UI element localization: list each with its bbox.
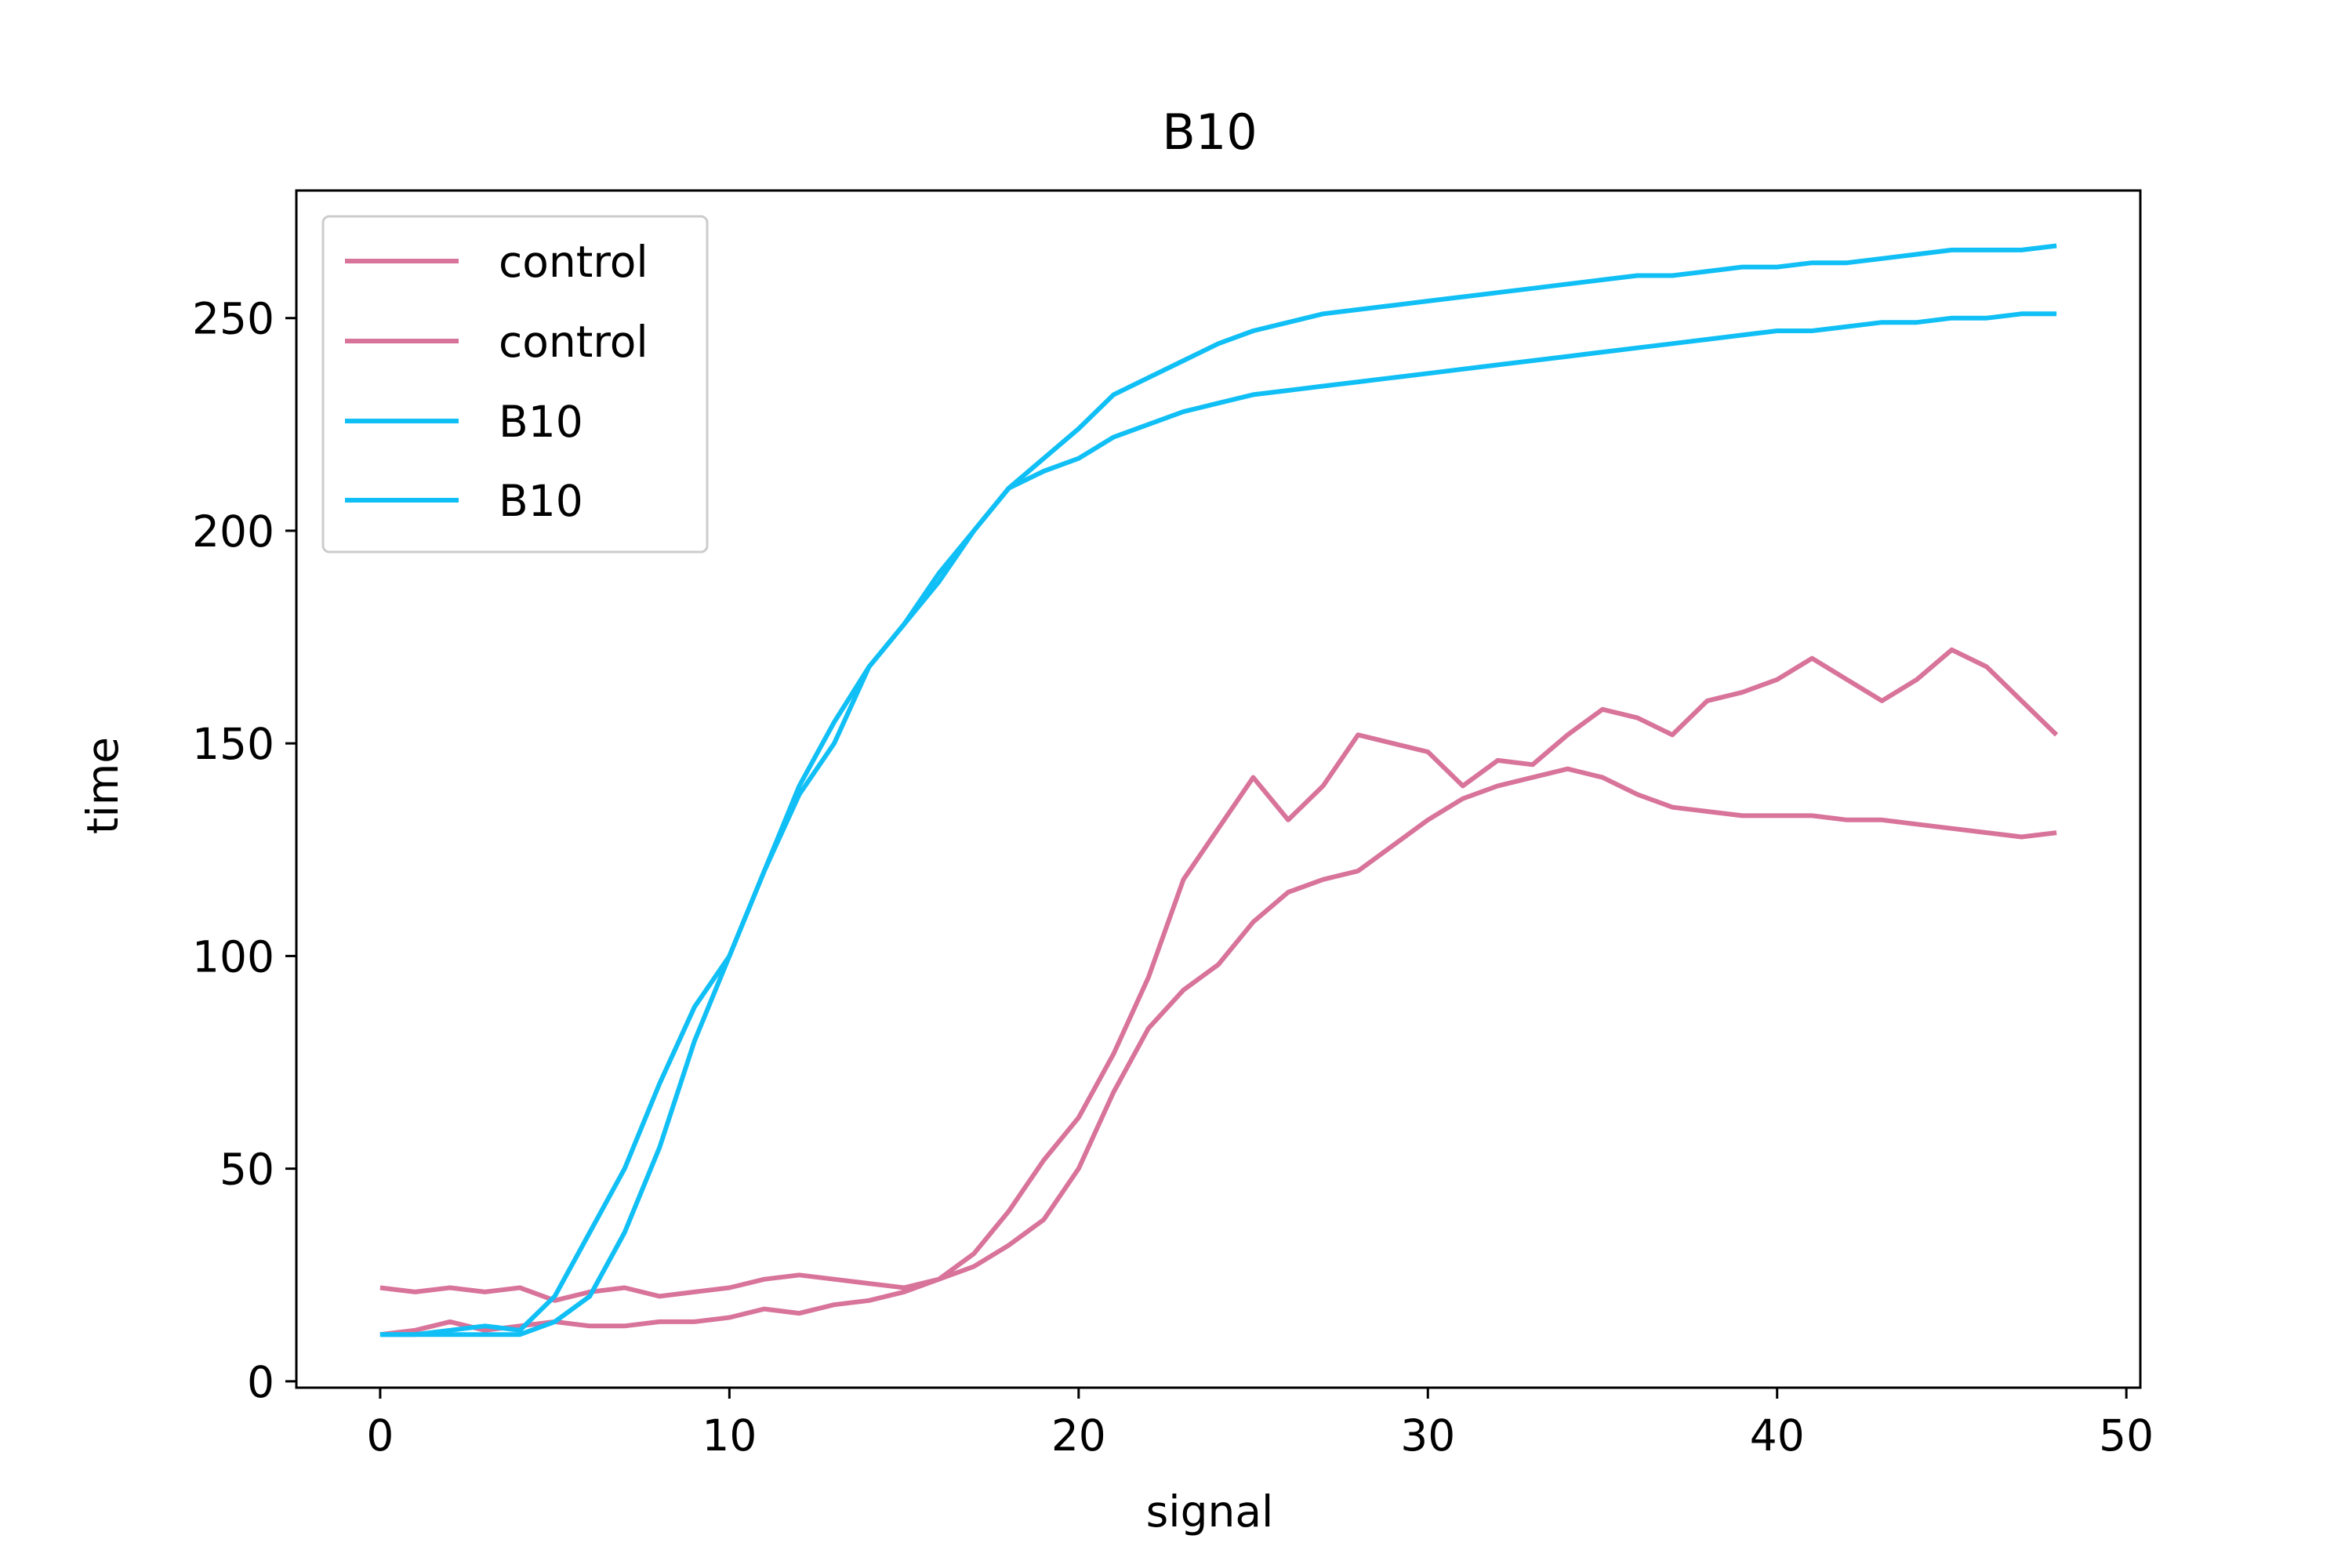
x-tick-label: 20 [1051,1410,1106,1461]
series-line-1-control [379,647,2059,1303]
series-layer [379,243,2059,1338]
y-tick-label: 200 [192,506,274,557]
x-axis-label: signal [1146,1486,1274,1537]
ticks-layer: 0 10 20 30 40 50 0 50 100 150 200 250 [192,294,2154,1461]
legend-label-b10-2: B10 [499,476,583,526]
y-tick-label: 0 [247,1357,274,1407]
legend-label-b10-1: B10 [499,397,583,447]
legend-label-control-1: control [499,237,648,287]
x-tick-label: 0 [366,1410,394,1461]
x-tick-label: 40 [1750,1410,1805,1461]
x-tick-label: 30 [1400,1410,1455,1461]
series-line-2-control [379,766,2057,1338]
legend-label-control-2: control [499,317,648,367]
series-line-3-b10 [379,243,2057,1338]
y-axis-label: time [78,737,128,834]
y-tick-label: 250 [192,294,274,344]
series-line-4-b10 [379,311,2057,1338]
legend: control control B10 B10 [321,215,709,554]
y-tick-label: 150 [192,719,274,769]
x-tick-label: 10 [702,1410,757,1461]
y-tick-label: 50 [220,1145,274,1195]
plot-frame [295,189,2142,1389]
x-tick-label: 50 [2099,1410,2154,1461]
legend-box [321,215,709,554]
chart-title: B10 [1162,103,1257,161]
y-tick-label: 100 [192,931,274,982]
